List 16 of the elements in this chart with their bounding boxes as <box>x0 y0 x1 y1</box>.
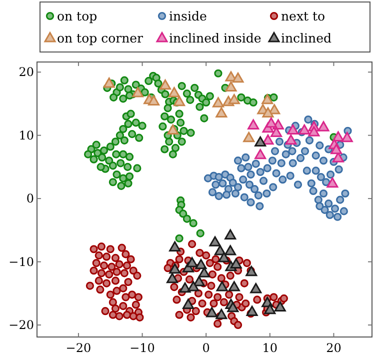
x-tick-label: −10 <box>130 341 155 355</box>
legend-label: on top <box>57 8 98 24</box>
legend-label: next to <box>281 8 326 24</box>
y-tick-label: −10 <box>8 254 34 269</box>
x-tick-label: 0 <box>202 341 210 355</box>
legend-label: on top corner <box>57 30 144 46</box>
y-tick-label: −20 <box>8 318 34 332</box>
legend-label: inside <box>169 8 207 24</box>
x-tick-label: 20 <box>326 341 342 355</box>
y-tick-label: 0 <box>26 192 34 206</box>
y-tick-label: 20 <box>18 65 34 80</box>
x-tick-label: −20 <box>66 341 92 355</box>
legend-label: inclined inside <box>169 30 262 46</box>
legend-label: inclined <box>281 30 332 46</box>
y-tick-label: 10 <box>18 128 34 142</box>
x-tick-label: 10 <box>262 341 278 355</box>
